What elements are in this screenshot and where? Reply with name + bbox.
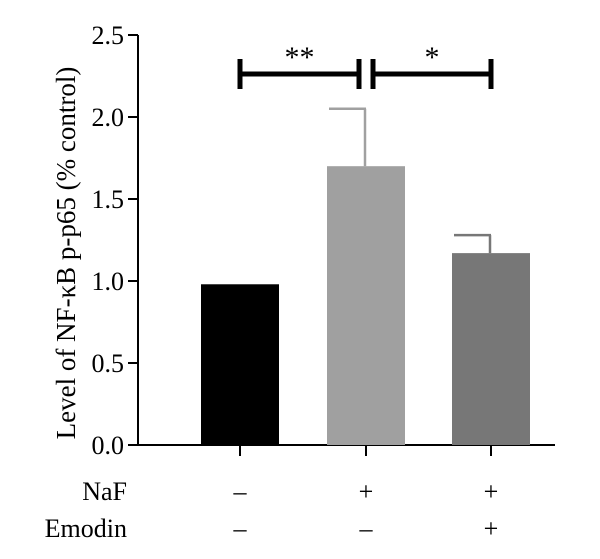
bar [327,166,405,445]
condition-value: + [484,477,499,506]
y-tick-label: 2.0 [92,103,125,132]
significance-label: * [425,41,440,74]
bar [452,253,530,445]
error-bars [329,107,492,254]
y-tick-label: 1.0 [92,267,125,296]
bar [201,284,279,445]
condition-value: – [359,514,374,543]
condition-value: + [484,514,499,543]
condition-table: NaF – + + Emodin – – + [45,477,499,543]
significance-bracket: ** [237,41,362,89]
y-tick-label: 0.0 [92,431,125,460]
bars [201,166,530,445]
y-tick-label: 1.5 [92,185,125,214]
condition-value: + [359,477,374,506]
y-axis-title: Level of NF-κB p-p65 (% control) [51,67,81,440]
significance-label: ** [285,41,315,74]
y-tick-label: 2.5 [92,21,125,50]
condition-label: Emodin [45,514,127,543]
condition-value: – [233,477,248,506]
y-tick-label: 0.5 [92,349,125,378]
significance-brackets: ** * [237,41,494,89]
axes: 0.0 0.5 1.0 1.5 2.0 2.5 [92,21,555,460]
condition-label: NaF [82,477,127,506]
significance-bracket: * [370,41,494,89]
condition-value: – [233,514,248,543]
